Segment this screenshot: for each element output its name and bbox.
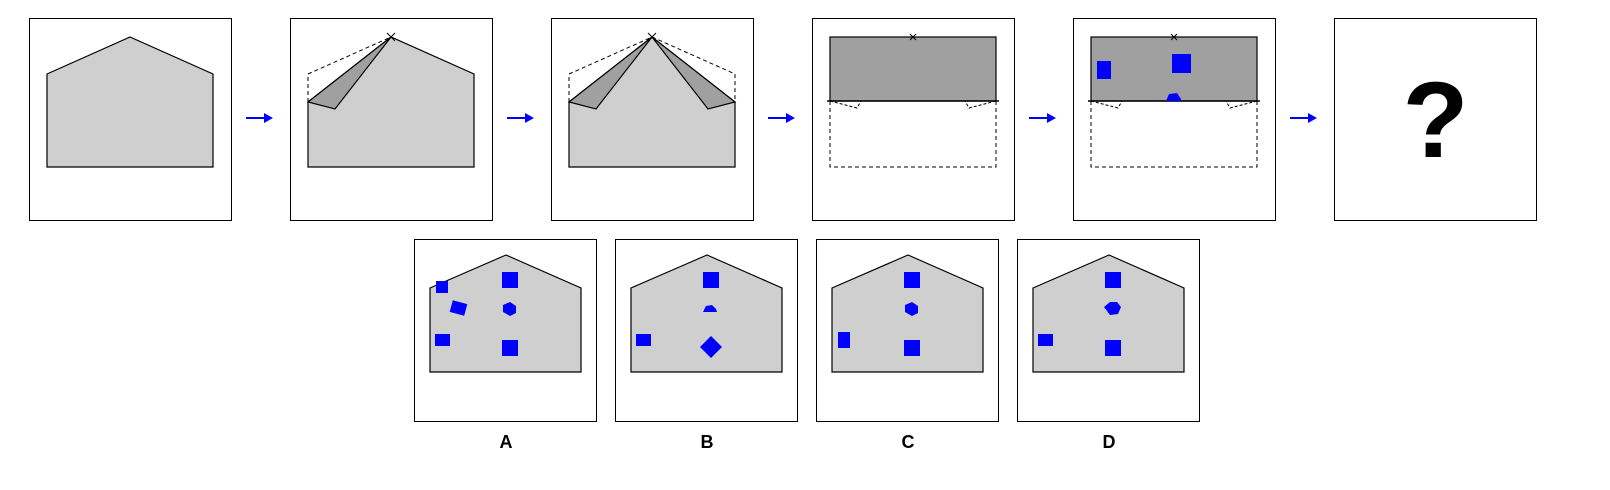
arrow-icon bbox=[246, 113, 273, 123]
step-5-panel bbox=[1073, 18, 1276, 221]
option-b-panel[interactable] bbox=[615, 239, 798, 422]
option-c-panel[interactable] bbox=[816, 239, 999, 422]
step-4-panel bbox=[812, 18, 1015, 221]
option-c-label: C bbox=[901, 432, 915, 452]
option-d-figure bbox=[1032, 254, 1185, 373]
option-a-panel[interactable] bbox=[414, 239, 597, 422]
pentagon-sheet-figure bbox=[46, 36, 214, 168]
arrow-icon bbox=[768, 113, 795, 123]
hole-rectangle bbox=[1097, 61, 1111, 79]
question-panel: ? bbox=[1334, 18, 1537, 221]
step-2-panel bbox=[290, 18, 493, 221]
option-a-figure bbox=[429, 254, 582, 373]
fold-both-corners-figure bbox=[567, 32, 737, 168]
arrow-icon bbox=[1290, 113, 1317, 123]
arrow-icon bbox=[507, 113, 534, 123]
fold-down-figure bbox=[827, 33, 999, 168]
punch-holes-figure bbox=[1088, 33, 1260, 168]
step-1-panel bbox=[29, 18, 232, 221]
option-d-panel[interactable] bbox=[1017, 239, 1200, 422]
option-d-label: D bbox=[1102, 432, 1116, 452]
arrow-icon bbox=[1029, 113, 1056, 123]
option-c-figure bbox=[831, 254, 984, 373]
option-b-label: B bbox=[700, 432, 714, 452]
step-3-panel bbox=[551, 18, 754, 221]
question-mark: ? bbox=[1402, 59, 1469, 180]
fold-left-corner-figure bbox=[306, 32, 475, 168]
option-b-figure bbox=[630, 254, 783, 373]
hole-square bbox=[1172, 54, 1191, 73]
option-a-label: A bbox=[499, 432, 513, 452]
hole-half-hexagon bbox=[1166, 93, 1181, 101]
